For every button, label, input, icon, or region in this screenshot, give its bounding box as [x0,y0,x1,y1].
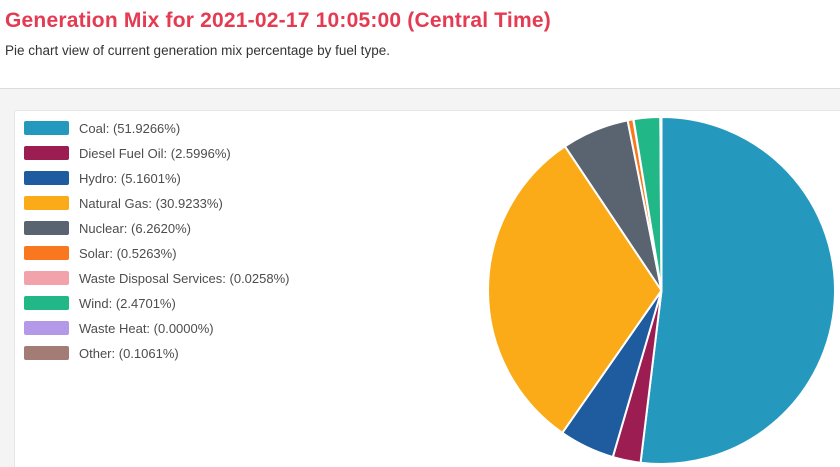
pie-slice-other[interactable] [659,115,663,292]
legend-item-coal[interactable]: Coal: (51.9266%) [24,120,290,136]
legend-swatch-waste-heat [24,321,69,335]
legend-swatch-other [24,346,69,360]
pie-chart [485,114,838,467]
legend-swatch-hydro [24,171,69,185]
legend-label-natural-gas: Natural Gas: (30.9233%) [79,195,223,211]
legend-swatch-waste-disposal-services [24,271,69,285]
pie-slice-coal[interactable] [639,116,837,465]
legend-item-other[interactable]: Other: (0.1061%) [24,345,290,361]
legend-item-hydro[interactable]: Hydro: (5.1601%) [24,170,290,186]
legend-swatch-diesel-fuel-oil [24,146,69,160]
legend-item-solar[interactable]: Solar: (0.5263%) [24,245,290,261]
legend-item-natural-gas[interactable]: Natural Gas: (30.9233%) [24,195,290,211]
legend-label-wind: Wind: (2.4701%) [79,295,176,311]
legend-label-other: Other: (0.1061%) [79,345,179,361]
legend-label-diesel-fuel-oil: Diesel Fuel Oil: (2.5996%) [79,145,231,161]
legend-item-nuclear[interactable]: Nuclear: (6.2620%) [24,220,290,236]
legend-swatch-wind [24,296,69,310]
legend-label-hydro: Hydro: (5.1601%) [79,170,181,186]
legend-item-waste-heat[interactable]: Waste Heat: (0.0000%) [24,320,290,336]
legend-swatch-coal [24,121,69,135]
legend-label-waste-heat: Waste Heat: (0.0000%) [79,320,214,336]
legend-label-coal: Coal: (51.9266%) [79,120,181,136]
page-background: Coal: (51.9266%) Diesel Fuel Oil: (2.5996… [0,89,840,467]
generation-mix-chart-card: Coal: (51.9266%) Diesel Fuel Oil: (2.5996… [14,110,840,467]
legend-label-nuclear: Nuclear: (6.2620%) [79,220,191,236]
legend-swatch-solar [24,246,69,260]
legend-item-wind[interactable]: Wind: (2.4701%) [24,295,290,311]
page-title: Generation Mix for 2021-02-17 10:05:00 (… [5,9,551,32]
pie-slice-natural-gas[interactable] [487,145,663,434]
legend-label-waste-disposal-services: Waste Disposal Services: (0.0258%) [79,270,290,286]
legend-swatch-natural-gas [24,196,69,210]
legend-label-solar: Solar: (0.5263%) [79,245,177,261]
page-header: Generation Mix for 2021-02-17 10:05:00 (… [0,0,840,89]
legend-item-waste-disposal-services[interactable]: Waste Disposal Services: (0.0258%) [24,270,290,286]
pie-chart-svg [487,115,837,465]
page-subtitle: Pie chart view of current generation mix… [5,43,390,59]
legend-swatch-nuclear [24,221,69,235]
chart-legend: Coal: (51.9266%) Diesel Fuel Oil: (2.5996… [24,121,290,371]
legend-item-diesel-fuel-oil[interactable]: Diesel Fuel Oil: (2.5996%) [24,145,290,161]
